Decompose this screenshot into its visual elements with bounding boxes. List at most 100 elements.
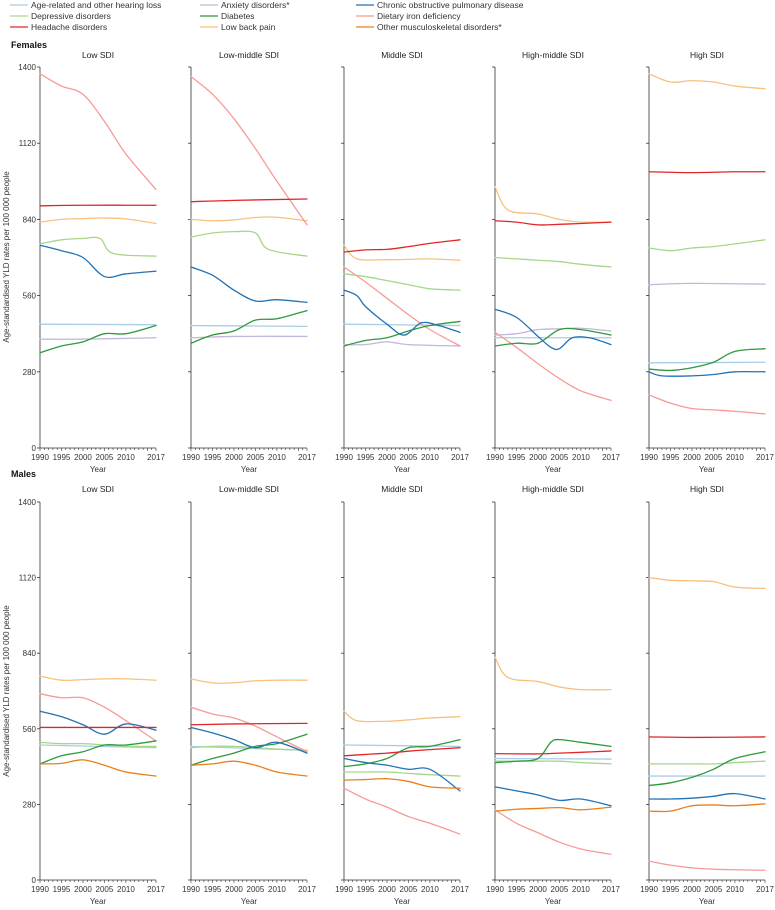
section-males: Males Age-standardised YLD rates per 100 …: [2, 469, 774, 906]
series-line-diabetes: [343, 738, 461, 768]
series-line-diabetes: [343, 320, 461, 347]
series-line-depressive: [648, 239, 766, 252]
x-tick-label: 1990: [335, 453, 353, 462]
x-tick-label: 2000: [378, 885, 396, 894]
x-tick-label: 2017: [147, 885, 165, 894]
x-tick-label: 2017: [756, 453, 774, 462]
series-line-hearing: [343, 744, 461, 747]
series-line-hearing: [648, 361, 766, 364]
legend-label-iron: Dietary iron deficiency: [377, 11, 461, 21]
panel-title: High-middle SDI: [522, 484, 584, 494]
x-tick-label: 2000: [74, 453, 92, 462]
legend-item-hearing: Age-related and other hearing loss: [10, 0, 161, 10]
series-line-depressive: [39, 741, 157, 748]
section-females: Females Age-standardised YLD rates per 10…: [2, 40, 774, 474]
x-tick-label: 1995: [508, 885, 526, 894]
series-line-iron: [648, 394, 766, 415]
x-tick-label: 1990: [640, 885, 658, 894]
series-line-diabetes: [648, 348, 766, 372]
series-line-headache: [343, 747, 461, 757]
series-line-diabetes: [494, 327, 612, 347]
x-tick-label: 2005: [705, 885, 723, 894]
series-line-backpain: [190, 678, 308, 684]
x-tick-label: 2000: [74, 885, 92, 894]
legend-item-depressive: Depressive disorders: [10, 11, 111, 21]
x-tick-label: 2017: [602, 885, 620, 894]
series-line-anxiety: [343, 341, 461, 347]
legend-label-headache: Headache disorders: [31, 22, 107, 32]
x-tick-label: 2000: [225, 453, 243, 462]
series-line-hearing: [190, 324, 308, 327]
series-line-backpain: [343, 710, 461, 723]
series-line-depressive: [39, 236, 157, 257]
series-line-copd: [190, 266, 308, 304]
x-tick-label: 1995: [204, 453, 222, 462]
y-tick-label: 560: [23, 725, 37, 734]
series-line-headache: [648, 736, 766, 739]
y-tick-label: 840: [23, 215, 37, 224]
series-line-depressive: [648, 760, 766, 765]
legend: Age-related and other hearing loss Anxiet…: [10, 0, 524, 32]
series-line-iron: [494, 331, 612, 402]
series-line-headache: [190, 722, 308, 726]
y-tick-label: 1120: [19, 574, 37, 583]
panel-title: Low SDI: [82, 50, 114, 60]
x-axis-label: Year: [545, 465, 562, 474]
x-axis-label: Year: [90, 465, 107, 474]
panel-low-sdi: Low SDI 1990 1995 2000 2005 2010 2017 Year: [31, 484, 165, 906]
panel-title: Low SDI: [82, 484, 114, 494]
legend-item-anxiety: Anxiety disorders*: [200, 0, 290, 10]
panel-title: High SDI: [690, 484, 724, 494]
x-tick-label: 1990: [31, 885, 49, 894]
panel-title: Low-middle SDI: [219, 484, 279, 494]
section-title: Females: [11, 40, 47, 50]
x-tick-label: 2010: [268, 885, 286, 894]
series-line-iron: [494, 809, 612, 855]
panel-title: High SDI: [690, 50, 724, 60]
panel-high-sdi: High SDI 1990 1995 2000 2005 2010 2017 Year: [640, 484, 774, 906]
series-line-depressive: [190, 230, 308, 257]
x-tick-label: 2005: [247, 453, 265, 462]
x-tick-label: 1995: [53, 453, 71, 462]
series-line-msk: [494, 806, 612, 812]
series-line-backpain: [648, 73, 766, 90]
legend-label-anxiety: Anxiety disorders*: [221, 0, 290, 10]
series-line-backpain: [494, 186, 612, 223]
x-axis-label: Year: [394, 465, 411, 474]
x-axis-label: Year: [241, 897, 258, 906]
panel-high-middle-sdi: High-middle SDI 1990 1995 2000 2005 2010 2017 Y…: [486, 50, 620, 474]
x-tick-label: 2005: [96, 885, 114, 894]
x-tick-label: 2017: [756, 885, 774, 894]
x-tick-label: 2005: [551, 885, 569, 894]
legend-label-copd: Chronic obstructive pulmonary disease: [377, 0, 524, 10]
y-tick-label: 1400: [18, 63, 36, 72]
x-tick-label: 1990: [335, 885, 353, 894]
legend-item-copd: Chronic obstructive pulmonary disease: [356, 0, 524, 10]
x-tick-label: 2010: [421, 885, 439, 894]
legend-item-backpain: Low back pain: [200, 22, 276, 32]
series-line-backpain: [190, 216, 308, 222]
x-axis-label: Year: [699, 465, 716, 474]
series-line-copd: [343, 289, 461, 336]
series-line-iron: [39, 693, 157, 742]
series-line-backpain: [39, 217, 157, 225]
x-tick-label: 2017: [298, 885, 316, 894]
x-tick-label: 2005: [400, 885, 418, 894]
x-tick-label: 1990: [486, 453, 504, 462]
series-line-msk: [648, 803, 766, 813]
legend-label-backpain: Low back pain: [221, 22, 276, 32]
x-tick-label: 2010: [572, 453, 590, 462]
y-tick-label: 280: [23, 368, 37, 377]
legend-item-iron: Dietary iron deficiency: [356, 11, 461, 21]
series-line-diabetes: [190, 309, 308, 344]
y-tick-label: 1400: [18, 498, 36, 507]
x-tick-label: 2000: [225, 885, 243, 894]
panel-title: Low-middle SDI: [219, 50, 279, 60]
series-line-anxiety: [190, 335, 308, 339]
panel-high-sdi: High SDI 1990 1995 2000 2005 2010 2017 Year: [640, 50, 774, 474]
x-tick-label: 1995: [204, 885, 222, 894]
x-tick-label: 2005: [247, 885, 265, 894]
x-tick-label: 1990: [182, 885, 200, 894]
series-line-depressive: [343, 273, 461, 291]
x-tick-label: 2005: [96, 453, 114, 462]
